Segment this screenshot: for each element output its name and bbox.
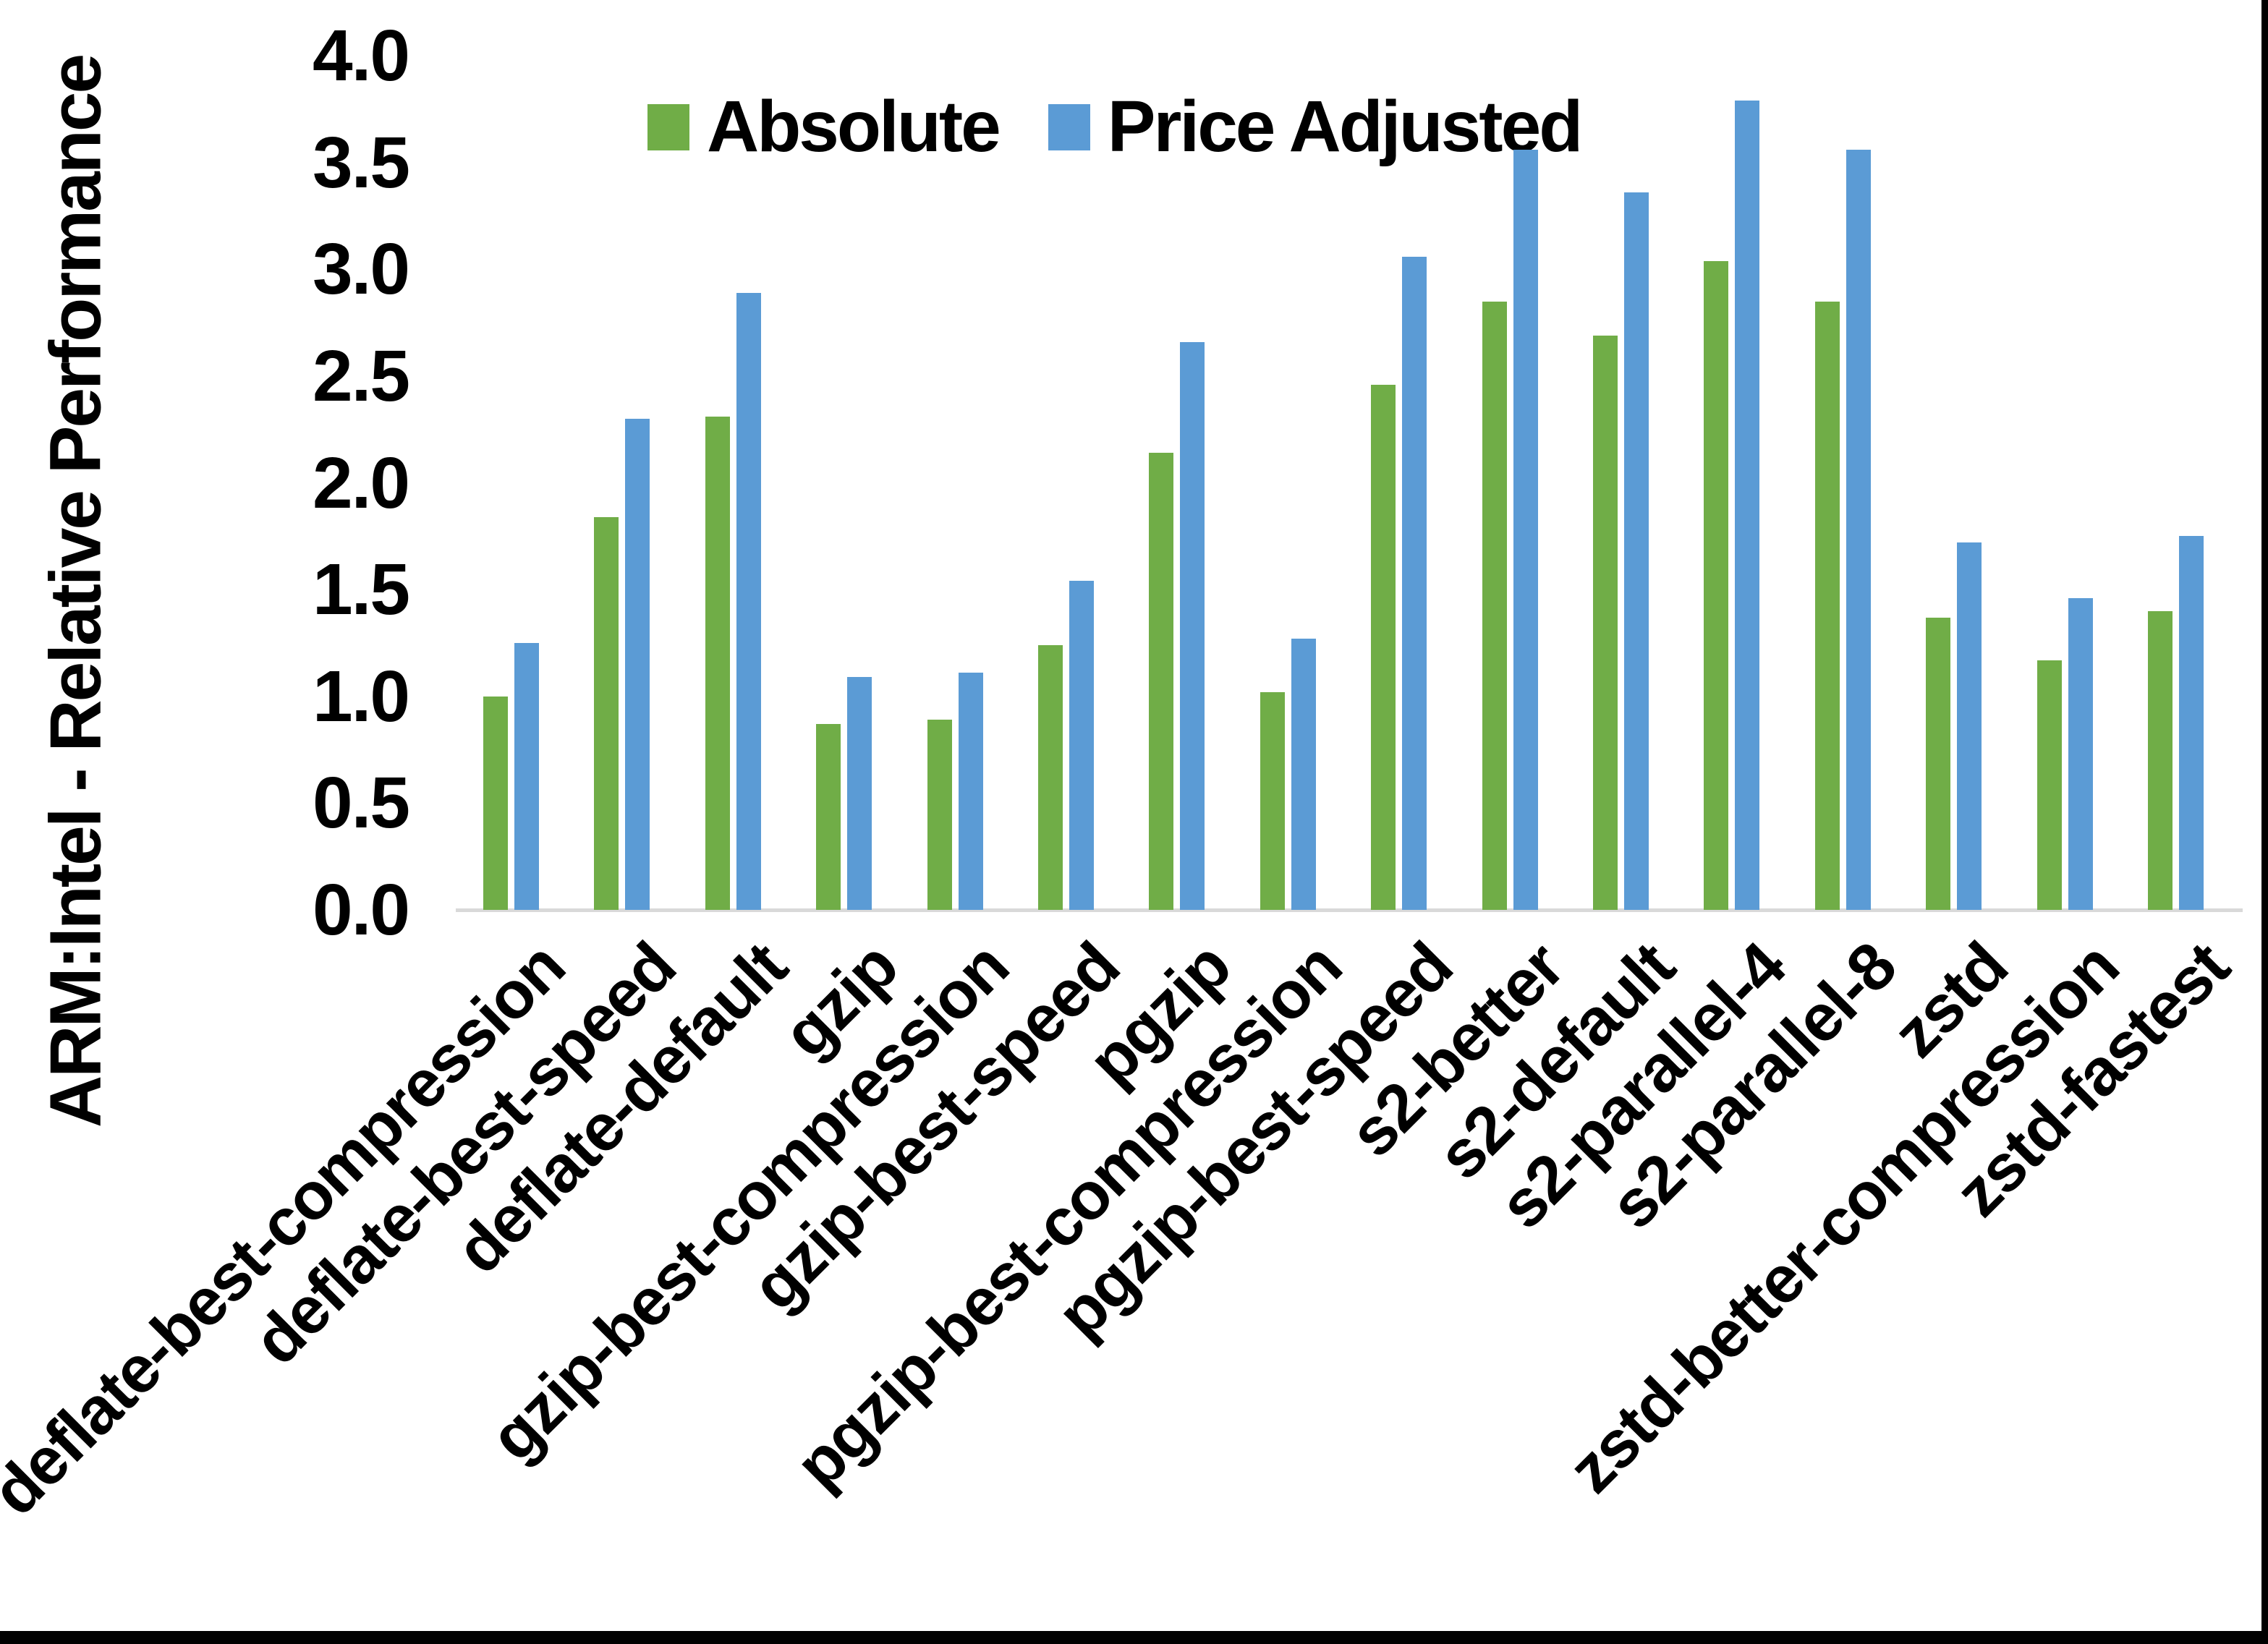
y-tick-3.0: 3.0	[312, 229, 410, 310]
bar-price-adjusted-zstd-better-compression	[2068, 598, 2093, 910]
bar-price-adjusted-gzip	[847, 677, 872, 910]
bar-price-adjusted-pgzip-best-speed	[1402, 256, 1427, 910]
y-tick-1.5: 1.5	[312, 549, 410, 631]
bar-absolute-zstd	[1926, 617, 1951, 910]
bar-absolute-zstd-better-compression	[2036, 660, 2062, 910]
y-tick-2.0: 2.0	[312, 442, 410, 524]
bar-absolute-pgzip-best-speed	[1371, 384, 1396, 910]
bar-absolute-zstd-fastest	[2148, 610, 2173, 910]
y-tick-1.0: 1.0	[312, 655, 410, 737]
bar-absolute-s2-better	[1482, 301, 1507, 910]
bar-price-adjusted-pgzip-best-compression	[1291, 639, 1316, 910]
bar-price-adjusted-deflate-best-compression	[514, 643, 539, 910]
frame-border-bottom	[0, 1631, 2268, 1644]
legend-swatch-price-adjusted-icon	[1048, 103, 1090, 150]
legend-swatch-absolute-icon	[647, 103, 689, 150]
bar-absolute-gzip	[816, 724, 841, 910]
bar-absolute-pgzip	[1149, 453, 1174, 910]
y-tick-0.5: 0.5	[312, 762, 410, 844]
bar-price-adjusted-s2-default	[1624, 192, 1649, 910]
bar-absolute-s2-default	[1593, 335, 1618, 910]
y-tick-0.0: 0.0	[312, 869, 410, 950]
legend-item-price-adjusted: Price Adjusted	[1048, 85, 1583, 169]
bar-price-adjusted-zstd-fastest	[2179, 536, 2204, 910]
bar-absolute-deflate-best-compression	[483, 696, 508, 910]
bar-price-adjusted-s2-parallel-8	[1846, 150, 1871, 910]
y-tick-2.5: 2.5	[312, 336, 410, 417]
legend-label-absolute: Absolute	[707, 86, 1001, 167]
bar-price-adjusted-gzip-best-speed	[1069, 581, 1094, 910]
y-axis-title: ARM:Intel - Relative Performance	[35, 55, 116, 1128]
bar-absolute-pgzip-best-compression	[1260, 691, 1285, 910]
bar-price-adjusted-deflate-best-speed	[625, 419, 650, 910]
bar-absolute-deflate-default	[705, 417, 730, 910]
bar-price-adjusted-s2-better	[1513, 150, 1538, 910]
bar-absolute-gzip-best-compression	[927, 720, 952, 910]
bar-price-adjusted-s2-parallel-4	[1735, 101, 1760, 910]
x-axis-line	[456, 908, 2243, 912]
y-tick-4.0: 4.0	[312, 15, 410, 97]
bar-price-adjusted-pgzip	[1180, 341, 1205, 910]
bar-absolute-deflate-best-speed	[594, 516, 619, 910]
bar-absolute-gzip-best-speed	[1038, 644, 1063, 910]
legend-item-absolute: Absolute	[647, 85, 1001, 169]
frame-border-right	[2261, 0, 2268, 1644]
bar-absolute-s2-parallel-4	[1704, 260, 1729, 910]
bar-price-adjusted-gzip-best-compression	[958, 673, 983, 910]
bar-price-adjusted-zstd	[1957, 542, 1982, 910]
bar-absolute-s2-parallel-8	[1814, 301, 1840, 910]
legend-label-price-adjusted: Price Adjusted	[1107, 86, 1583, 167]
bar-price-adjusted-deflate-default	[736, 292, 761, 910]
y-tick-3.5: 3.5	[312, 122, 410, 203]
legend: Absolute Price Adjusted	[647, 85, 1583, 169]
